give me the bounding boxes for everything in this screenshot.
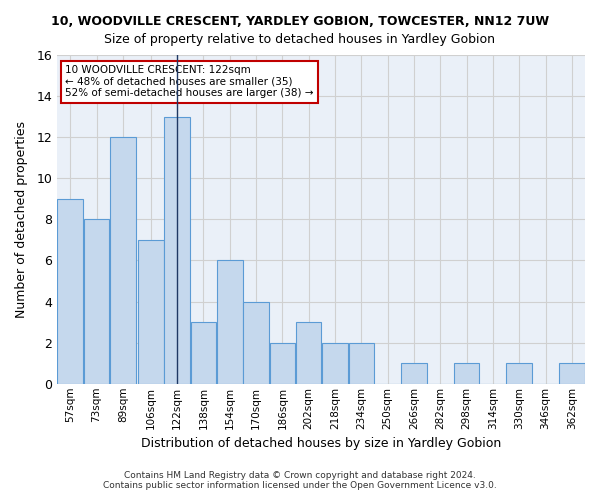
Text: Contains HM Land Registry data © Crown copyright and database right 2024.
Contai: Contains HM Land Registry data © Crown c… [103,470,497,490]
Bar [58,199,83,384]
Bar [84,220,109,384]
X-axis label: Distribution of detached houses by size in Yardley Gobion: Distribution of detached houses by size … [141,437,501,450]
Bar [217,260,242,384]
Bar [164,116,190,384]
Bar [322,342,348,384]
Text: 10, WOODVILLE CRESCENT, YARDLEY GOBION, TOWCESTER, NN12 7UW: 10, WOODVILLE CRESCENT, YARDLEY GOBION, … [51,15,549,28]
Bar [559,363,584,384]
Bar [296,322,322,384]
Y-axis label: Number of detached properties: Number of detached properties [15,121,28,318]
Text: Size of property relative to detached houses in Yardley Gobion: Size of property relative to detached ho… [104,32,496,46]
Bar [138,240,164,384]
Bar [191,322,216,384]
Bar [110,137,136,384]
Bar [269,342,295,384]
Bar [401,363,427,384]
Bar [454,363,479,384]
Bar [244,302,269,384]
Bar [506,363,532,384]
Bar [349,342,374,384]
Text: 10 WOODVILLE CRESCENT: 122sqm
← 48% of detached houses are smaller (35)
52% of s: 10 WOODVILLE CRESCENT: 122sqm ← 48% of d… [65,66,313,98]
